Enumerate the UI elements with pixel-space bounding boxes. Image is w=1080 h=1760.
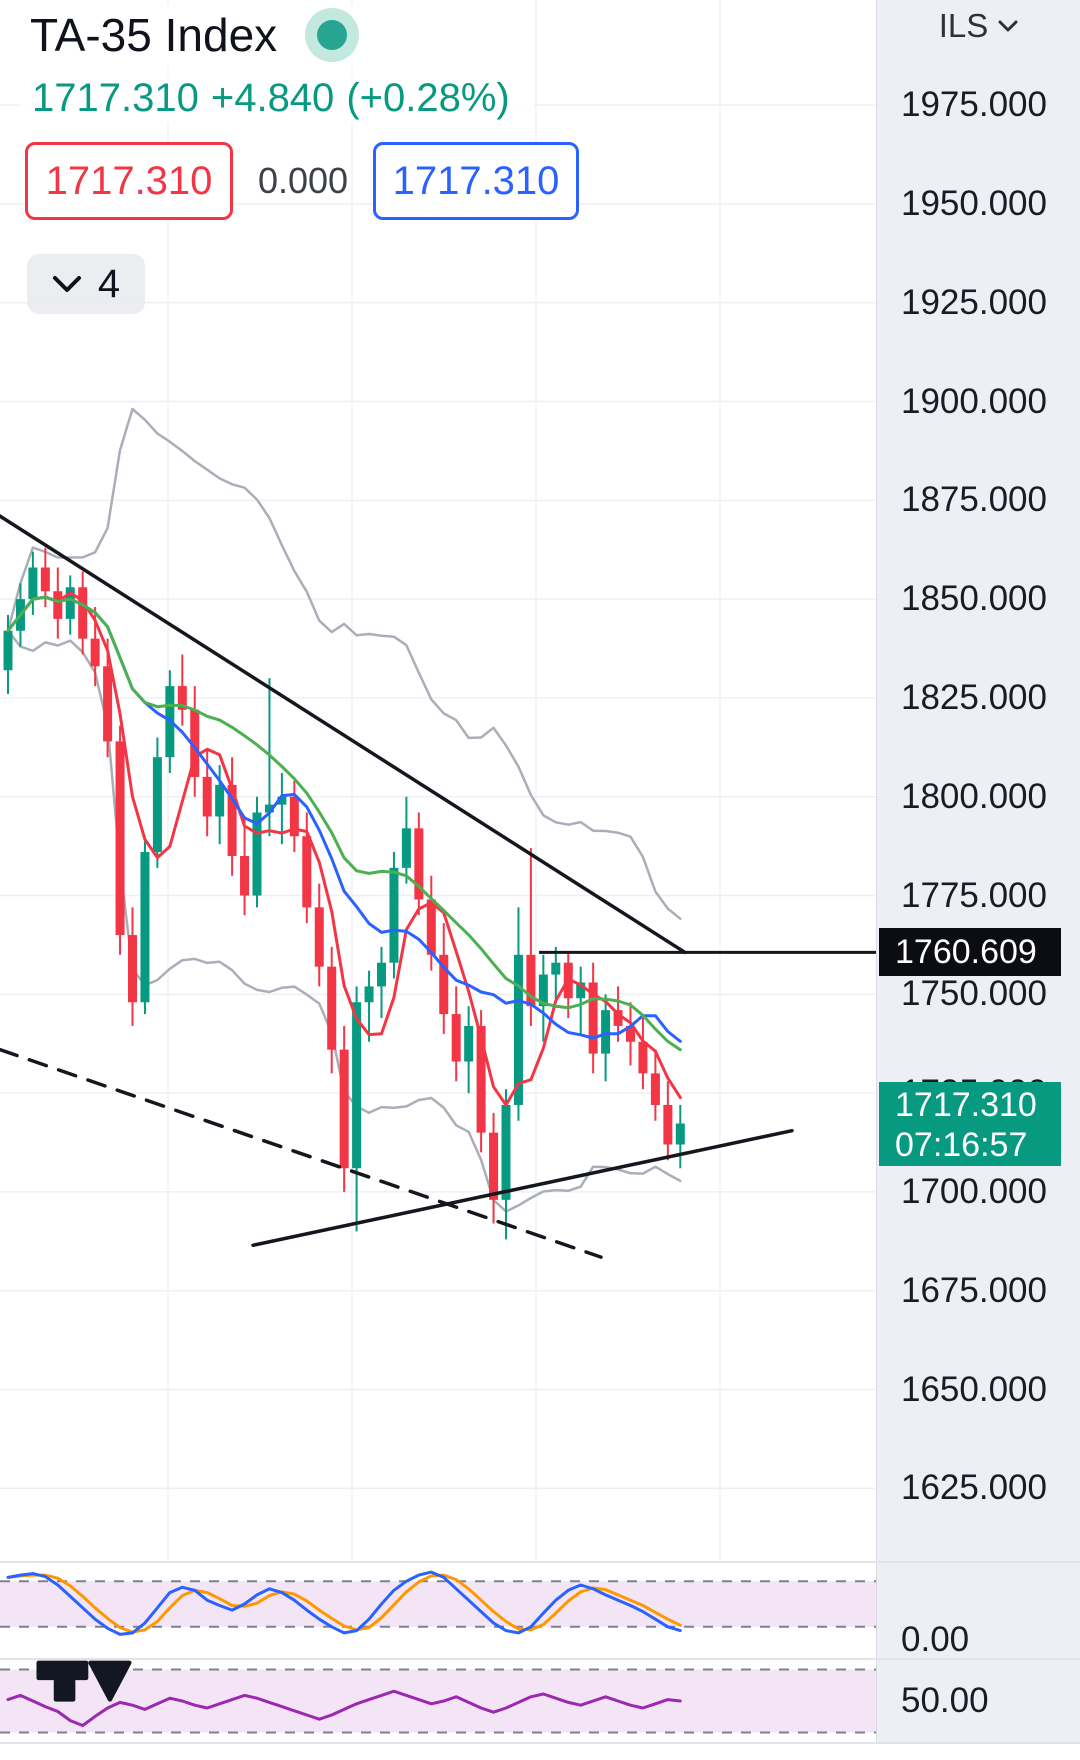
price-tick-label: 1850.000 (901, 579, 1047, 619)
order-buttons-row: 1717.310 0.000 1717.310 (25, 142, 579, 220)
price-tick-label: 1875.000 (901, 480, 1047, 520)
last-price: 1717.310 (32, 76, 199, 120)
symbol-title: TA-35 Index (30, 9, 278, 61)
main-price-chart[interactable] (0, 0, 876, 1563)
chevron-down-icon (52, 275, 81, 292)
pane-divider (0, 1658, 1080, 1660)
stochastic-pane[interactable] (0, 1563, 876, 1658)
stoch-zero-label: 0.00 (901, 1620, 970, 1659)
price-tick-label: 1675.000 (901, 1270, 1047, 1310)
oscillator-pane[interactable] (0, 1662, 876, 1740)
price-tick-label: 1650.000 (901, 1369, 1047, 1409)
oscillator-mid-label: 50.00 (901, 1681, 989, 1720)
tradingview-logo[interactable] (30, 1652, 138, 1706)
currency-label: ILS (938, 7, 989, 44)
bottom-strip (0, 1742, 1080, 1760)
level-price-tag: 1760.609 (879, 928, 1061, 977)
price-change-line: 1717.310 +4.840 (+0.28%) (20, 74, 534, 123)
price-axis[interactable]: ILS 1975.000 1950.000 1925.000 1900.000 1875… (876, 0, 1080, 1760)
price-tick-label: 1625.000 (901, 1468, 1047, 1508)
currency-selector[interactable]: ILS (877, 2, 1080, 50)
pane-divider (0, 1561, 1080, 1563)
price-tick-label: 1700.000 (901, 1171, 1047, 1211)
last-price-tag: 1717.310 07:16:57 (879, 1081, 1061, 1166)
price-tick-label: 1975.000 (901, 85, 1047, 125)
price-tick-label: 1900.000 (901, 381, 1047, 421)
interval-selector[interactable]: 4 (27, 254, 145, 314)
price-tick-label: 1775.000 (901, 875, 1047, 915)
chevron-down-icon (998, 20, 1018, 31)
price-tick-label: 1800.000 (901, 776, 1047, 816)
price-change-pct: (+0.28%) (346, 76, 510, 120)
price-change: +4.840 (210, 76, 335, 120)
price-tick-label: 1950.000 (901, 183, 1047, 223)
market-status-icon (305, 8, 360, 62)
price-tick-label: 1825.000 (901, 677, 1047, 717)
price-tick-label: 1925.000 (901, 282, 1047, 322)
buy-button[interactable]: 1717.310 (373, 142, 579, 220)
spread-value: 0.000 (257, 160, 349, 201)
price-tick-label: 1750.000 (901, 974, 1047, 1014)
symbol-title-row: TA-35 Index (20, 4, 374, 66)
last-price-value: 1717.310 (895, 1085, 1037, 1124)
interval-value: 4 (97, 261, 121, 306)
sell-button[interactable]: 1717.310 (25, 142, 233, 220)
last-price-time: 07:16:57 (895, 1125, 1028, 1164)
